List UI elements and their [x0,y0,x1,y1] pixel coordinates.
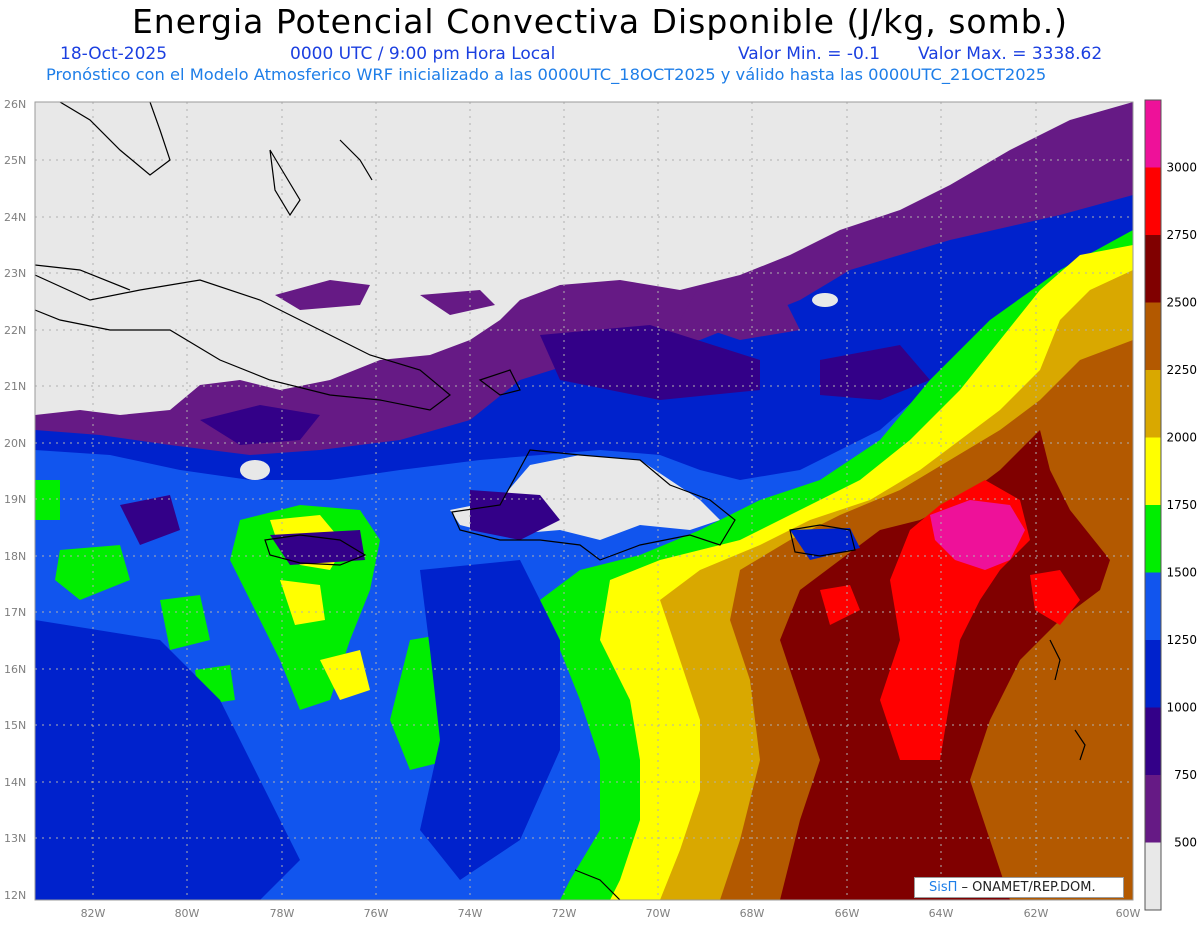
colorbar-swatch [1145,437,1161,505]
colorbar-swatch [1145,167,1161,235]
lon-label: 74W [458,907,483,920]
colorbar: 3000 2750 2500 2250 2000 1750 1500 1250 1000 750 5… [1144,99,1197,911]
map-frame [34,101,1134,901]
colorbar-swatch [1145,505,1161,573]
colorbar-frame [1144,99,1162,911]
colorbar-swatch [1145,842,1161,910]
lat-label: 24N [4,211,26,224]
lon-label: 64W [929,907,954,920]
lat-label: 20N [4,437,26,450]
lat-label: 25N [4,154,26,167]
lon-label: 66W [835,907,860,920]
colorbar-level-label: 2500 [1166,296,1197,310]
lon-label: 76W [364,907,389,920]
colorbar-swatch [1145,302,1161,370]
colorbar-level-label: 2250 [1166,363,1197,377]
lon-label: 60W [1116,907,1141,920]
forecast-info: Pronóstico con el Modelo Atmosferico WRF… [46,65,1047,84]
lat-label: 17N [4,606,26,619]
lon-axis: 82W 80W 78W 76W 74W 72W 70W 68W 66W 64W … [81,907,1141,920]
date-label: 18-Oct-2025 [60,44,168,64]
lon-label: 82W [81,907,106,920]
colorbar-level-label: 1000 [1166,701,1197,715]
lat-label: 18N [4,550,26,563]
max-value-label: Valor Max. = 3338.62 [918,44,1103,64]
lat-label: 21N [4,380,26,393]
colorbar-swatch [1145,572,1161,640]
sispi-logo: SisΠ – ONAMET/REP.DOM. [914,877,1124,898]
colorbar-level-label: 750 [1174,768,1197,782]
lat-label: 23N [4,267,26,280]
lat-label: 15N [4,719,26,732]
time-label: 0000 UTC / 9:00 pm Hora Local [290,44,556,64]
lon-label: 68W [740,907,765,920]
colorbar-swatch [1145,707,1161,775]
colorbar-swatch [1145,640,1161,708]
colorbar-swatch [1145,775,1161,843]
lat-label: 19N [4,493,26,506]
cape-field [35,102,1133,900]
grid-lines [35,102,1133,900]
min-value-label: Valor Min. = -0.1 [738,44,881,64]
sispi-logo-text: SisΠ [929,880,958,895]
colorbar-level-label: 500 [1174,836,1197,850]
lat-label: 26N [4,98,26,111]
map-title: Energia Potencial Convectiva Disponible … [131,2,1069,41]
lon-label: 72W [552,907,577,920]
lon-label: 78W [270,907,295,920]
lat-label: 16N [4,663,26,676]
colorbar-level-label: 2000 [1166,431,1197,445]
onamet-credit: – ONAMET/REP.DOM. [957,880,1096,895]
colorbar-level-label: 1250 [1166,633,1197,647]
lat-label: 22N [4,324,26,337]
lon-label: 70W [646,907,671,920]
colorbar-level-label: 1750 [1166,498,1197,512]
colorbar-level-label: 1500 [1166,566,1197,580]
colorbar-swatch [1145,370,1161,438]
lat-label: 13N [4,832,26,845]
lat-axis: 26N 25N 24N 23N 22N 21N 20N 19N 18N 17N … [4,98,26,902]
lon-label: 62W [1024,907,1049,920]
lon-label: 80W [175,907,200,920]
coastlines [35,102,1086,900]
lat-label: 12N [4,889,26,902]
colorbar-swatch [1145,100,1161,168]
colorbar-level-label: 3000 [1166,161,1197,175]
lat-label: 14N [4,776,26,789]
colorbar-level-label: 2750 [1166,228,1197,242]
colorbar-swatch [1145,235,1161,303]
